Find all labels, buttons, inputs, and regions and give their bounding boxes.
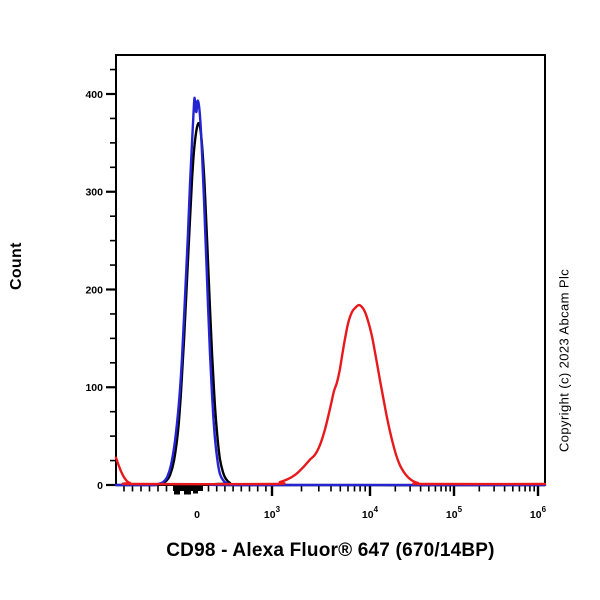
copyright-notice: Copyright (c) 2023 Abcam Plc (556, 268, 572, 452)
plot-border (115, 54, 546, 486)
zero-tick-cluster-nub (174, 486, 180, 495)
y-tick-label: 100 (85, 382, 103, 394)
x-tick-label: 103 (264, 505, 281, 521)
y-axis-title: Count (8, 242, 25, 290)
x-tick-label: 104 (362, 505, 379, 521)
y-tick-label: 0 (97, 480, 103, 492)
y-tick-label: 200 (85, 284, 103, 296)
curve-control-blue (114, 96, 547, 487)
zero-tick-cluster-nub (193, 486, 198, 494)
zero-tick-cluster-nub (184, 486, 191, 495)
x-tick-label: 0 (194, 509, 200, 521)
curve-cd98-stained-red (114, 303, 547, 486)
zero-tick-cluster (173, 486, 203, 495)
y-axis: 0 100 200 300 400 (85, 68, 116, 492)
x-tick-label: 105 (446, 505, 463, 521)
x-axis: 0 103 104 105 106 (123, 486, 547, 521)
x-tick-label: 106 (530, 505, 547, 521)
y-tick-label: 400 (85, 89, 103, 101)
x-axis-title: CD98 - Alexa Fluor® 647 (670/14BP) (166, 540, 495, 561)
y-tick-label: 300 (85, 187, 103, 199)
